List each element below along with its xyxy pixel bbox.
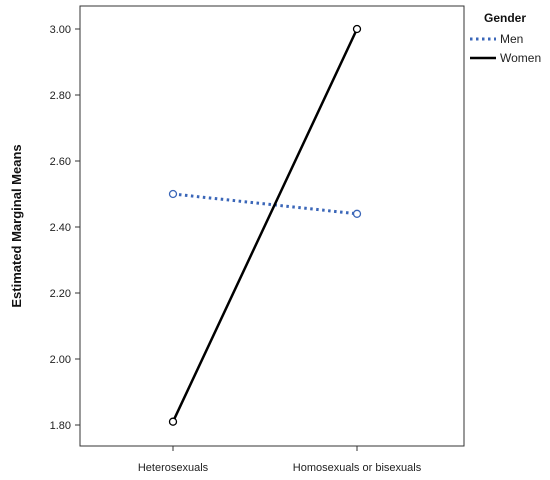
- y-tick-label: 2.60: [50, 156, 71, 168]
- data-point-men: [168, 189, 178, 199]
- legend-label-women: Women: [500, 51, 541, 65]
- x-axis-ticks: Heterosexuals Homosexuals or bisexuals: [138, 446, 422, 474]
- series-line-men: [172, 192, 358, 216]
- legend-items: Men Women: [470, 32, 541, 65]
- y-tick-label: 2.80: [50, 90, 71, 102]
- data-point-men: [352, 209, 362, 218]
- y-tick-label: 2.20: [50, 288, 71, 300]
- legend: Gender Men Women: [470, 11, 541, 65]
- y-tick-label: 2.00: [50, 354, 71, 366]
- series-layer: [168, 24, 362, 426]
- y-tick-label: 2.40: [50, 222, 71, 234]
- x-tick-label: Heterosexuals: [138, 462, 209, 474]
- series-line-women: [171, 27, 359, 423]
- plot-frame: [79, 5, 465, 447]
- y-axis-ticks: 1.80 2.00 2.20 2.40 2.60 2.80 3.00: [50, 24, 80, 432]
- legend-label-men: Men: [500, 32, 523, 46]
- y-axis-title: Estimated Marginal Means: [9, 144, 24, 307]
- legend-title: Gender: [484, 11, 526, 25]
- data-point-women: [168, 417, 178, 426]
- data-point-women: [352, 24, 362, 34]
- y-tick-label: 3.00: [50, 24, 71, 36]
- y-tick-label: 1.80: [50, 420, 71, 432]
- x-tick-label: Homosexuals or bisexuals: [293, 462, 422, 474]
